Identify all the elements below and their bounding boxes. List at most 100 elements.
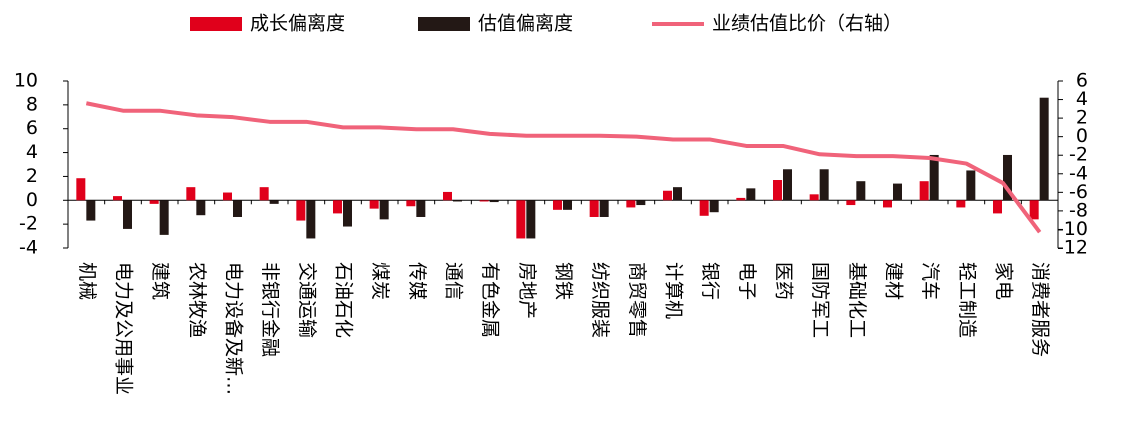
- x-tick-label: 银行: [699, 262, 721, 300]
- y2-tick-label: -6: [1069, 181, 1088, 203]
- x-tick-label: 有色金属: [479, 262, 501, 338]
- x-tick-label: 基础化工: [846, 262, 868, 338]
- x-tick-label: 非银行金融: [259, 262, 281, 357]
- y2-tick-label: -8: [1069, 199, 1088, 221]
- bar: [709, 200, 719, 213]
- bar: [563, 200, 572, 210]
- bar: [233, 200, 242, 217]
- x-tick-label: 消费者服务: [1029, 262, 1051, 357]
- x-tick-label: 电子: [736, 262, 758, 300]
- x-tick-label: 石油石化: [333, 262, 355, 338]
- y2-tick-label: 6: [1076, 70, 1088, 92]
- y-tick-label: -4: [19, 237, 38, 259]
- bar: [343, 200, 352, 227]
- bar: [636, 200, 646, 206]
- bar: [269, 200, 279, 204]
- bar: [123, 200, 132, 229]
- x-tick-label: 汽车: [919, 262, 941, 300]
- bar: [76, 178, 86, 201]
- x-tick-label: 纺织服装: [589, 262, 611, 338]
- bar: [993, 200, 1002, 214]
- y-tick-label: 2: [26, 165, 38, 187]
- bar: [783, 169, 792, 201]
- bar: [196, 200, 206, 216]
- bar: [919, 181, 929, 201]
- x-tick-label: 机械: [76, 262, 98, 300]
- x-tick-label: 建材: [883, 262, 905, 300]
- x-tick-label: 轻工制造: [956, 262, 978, 338]
- x-tick-label: 钢铁: [553, 262, 575, 300]
- bar: [86, 200, 96, 221]
- x-tick-label: 家电: [993, 262, 1015, 300]
- bar: [1003, 154, 1012, 201]
- x-tick-label: 电力及公用事业: [113, 262, 135, 395]
- bar: [516, 200, 526, 239]
- bar: [893, 183, 902, 201]
- bar: [626, 200, 636, 208]
- y-tick-label: 4: [26, 141, 38, 163]
- y-tick-label: 8: [26, 93, 38, 115]
- bar: [589, 200, 599, 217]
- x-tick-label: 建筑: [149, 262, 171, 300]
- y2-tick-label: 0: [1076, 125, 1088, 147]
- bar: [956, 200, 966, 208]
- y2-tick-label: -12: [1057, 237, 1088, 259]
- x-tick-label: 商贸零售: [626, 262, 648, 338]
- bar: [1029, 200, 1039, 220]
- bar: [846, 200, 856, 206]
- y2-tick-label: 2: [1076, 107, 1088, 129]
- bar: [736, 197, 746, 201]
- bar: [966, 170, 976, 201]
- bar: [479, 200, 489, 202]
- bar: [406, 200, 416, 207]
- bar: [369, 200, 379, 209]
- bar: [453, 200, 462, 202]
- bar: [663, 190, 672, 201]
- y-tick-label: -2: [19, 213, 38, 235]
- bar: [149, 200, 159, 204]
- bar: [809, 194, 819, 201]
- bar: [819, 169, 829, 201]
- bar: [526, 200, 536, 239]
- bar: [553, 200, 562, 210]
- bar: [259, 187, 269, 201]
- bar: [1039, 97, 1049, 201]
- y2-tick-label: -4: [1069, 162, 1088, 184]
- x-tick-label: 房地产: [516, 262, 538, 319]
- legend-swatch: [418, 17, 470, 31]
- x-tick-label: 国防军工: [809, 262, 831, 338]
- x-tick-label: 农林牧渔: [186, 262, 208, 338]
- legend-label: 业绩估值比价（右轴）: [712, 13, 902, 35]
- bar: [673, 187, 682, 201]
- y2-tick-label: 4: [1076, 88, 1088, 110]
- bar: [883, 200, 892, 208]
- bar: [746, 188, 756, 201]
- y2-tick-label: -2: [1069, 144, 1088, 166]
- x-tick-label: 电力设备及新…: [223, 262, 245, 395]
- bar: [223, 192, 232, 201]
- y2-tick-label: -10: [1057, 218, 1088, 240]
- y-tick-label: 10: [14, 70, 38, 92]
- bar: [856, 181, 866, 201]
- bar: [929, 154, 939, 201]
- x-tick-label: 交通运输: [296, 262, 318, 338]
- x-tick-label: 通信: [443, 262, 465, 300]
- bar: [699, 200, 709, 216]
- bar: [599, 200, 609, 217]
- y-tick-label: 0: [26, 189, 38, 211]
- x-tick-label: 医药: [773, 262, 795, 300]
- bar: [333, 200, 342, 214]
- bar: [296, 200, 306, 221]
- legend-label: 成长偏离度: [250, 13, 345, 35]
- bar: [113, 196, 122, 201]
- bar: [443, 191, 452, 201]
- bar: [306, 200, 316, 239]
- bar: [416, 200, 426, 217]
- legend-label: 估值偏离度: [478, 13, 573, 35]
- x-tick-label: 煤炭: [369, 262, 391, 300]
- legend-swatch: [190, 17, 242, 31]
- bar: [773, 180, 782, 201]
- x-tick-label: 计算机: [663, 262, 685, 319]
- bar: [159, 200, 169, 235]
